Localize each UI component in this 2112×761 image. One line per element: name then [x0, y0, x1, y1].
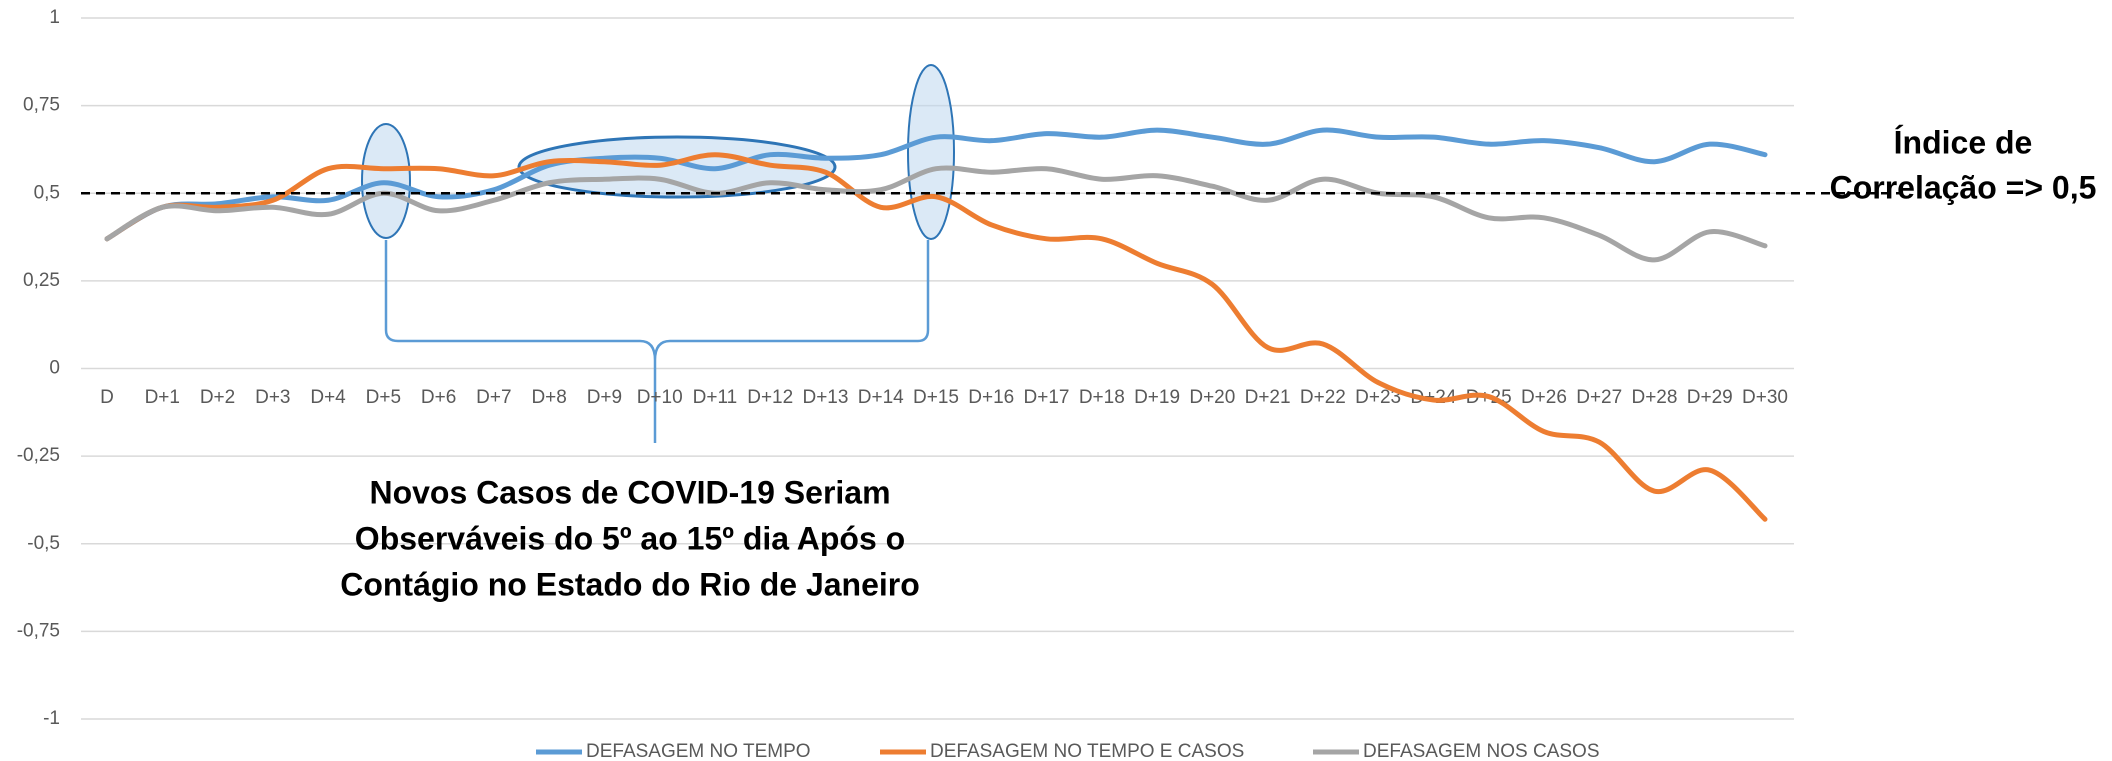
y-tick-label: -1: [43, 708, 60, 729]
x-tick-label: D+8: [531, 387, 566, 408]
x-tick-label: D+3: [255, 387, 290, 408]
legend-label: DEFASAGEM NO TEMPO: [586, 741, 811, 761]
annotation: Observáveis do 5º ao 15º dia Após o: [355, 520, 905, 556]
x-tick-label: D+13: [802, 387, 848, 408]
reference-label: Índice de: [1894, 124, 2033, 160]
y-tick-label: -0,5: [27, 533, 60, 554]
x-tick-label: D+24: [1410, 387, 1456, 408]
legend-label: DEFASAGEM NOS CASOS: [1363, 741, 1600, 761]
x-tick-label: D+14: [858, 387, 904, 408]
x-tick-label: D+30: [1742, 387, 1788, 408]
x-tick-label: D+9: [587, 387, 622, 408]
x-tick-label: D+6: [421, 387, 456, 408]
annotation: Contágio no Estado do Rio de Janeiro: [340, 566, 920, 602]
x-tick-label: D+5: [366, 387, 401, 408]
y-tick-label: 0: [49, 358, 60, 379]
x-tick-label: D+12: [747, 387, 793, 408]
x-tick-label: D+16: [968, 387, 1014, 408]
y-tick-label: 1: [49, 7, 60, 28]
x-tick-label: D+18: [1079, 387, 1125, 408]
highlight-ellipse: [907, 64, 955, 240]
x-tick-label: D+10: [637, 387, 683, 408]
x-tick-label: D+4: [310, 387, 346, 408]
x-tick-label: D+20: [1189, 387, 1235, 408]
bracket: [384, 240, 930, 443]
x-tick-label: D: [100, 387, 114, 408]
highlight-ellipse: [517, 135, 837, 199]
y-tick-label: 0,25: [23, 270, 60, 291]
x-tick-label: D+1: [145, 387, 180, 408]
legend-label: DEFASAGEM NO TEMPO E CASOS: [930, 741, 1244, 761]
annotation: Novos Casos de COVID-19 Seriam: [369, 474, 890, 510]
line-series: [104, 152, 1768, 522]
x-tick-label: D+26: [1521, 387, 1567, 408]
y-tick-label: 0,5: [34, 182, 60, 203]
y-tick-label: -0,25: [17, 445, 60, 466]
highlight-shapes: [361, 64, 955, 443]
x-tick-label: D+15: [913, 387, 959, 408]
x-tick-label: D+7: [476, 387, 511, 408]
y-tick-label: 0,75: [23, 95, 60, 116]
x-tick-label: D+2: [200, 387, 235, 408]
x-tick-label: D+11: [693, 387, 738, 408]
y-tick-label: -0,75: [17, 620, 60, 641]
x-tick-label: D+23: [1355, 387, 1401, 408]
reference-label: Correlação => 0,5: [1830, 169, 2097, 205]
line-series: [104, 127, 1768, 242]
x-tick-label: D+17: [1024, 387, 1070, 408]
x-tick-label: D+21: [1245, 387, 1291, 408]
x-tick-label: D+27: [1576, 387, 1622, 408]
x-tick-label: D+19: [1134, 387, 1180, 408]
x-tick-label: D+28: [1631, 387, 1677, 408]
x-tick-label: D+22: [1300, 387, 1346, 408]
x-tick-label: D+29: [1687, 387, 1733, 408]
